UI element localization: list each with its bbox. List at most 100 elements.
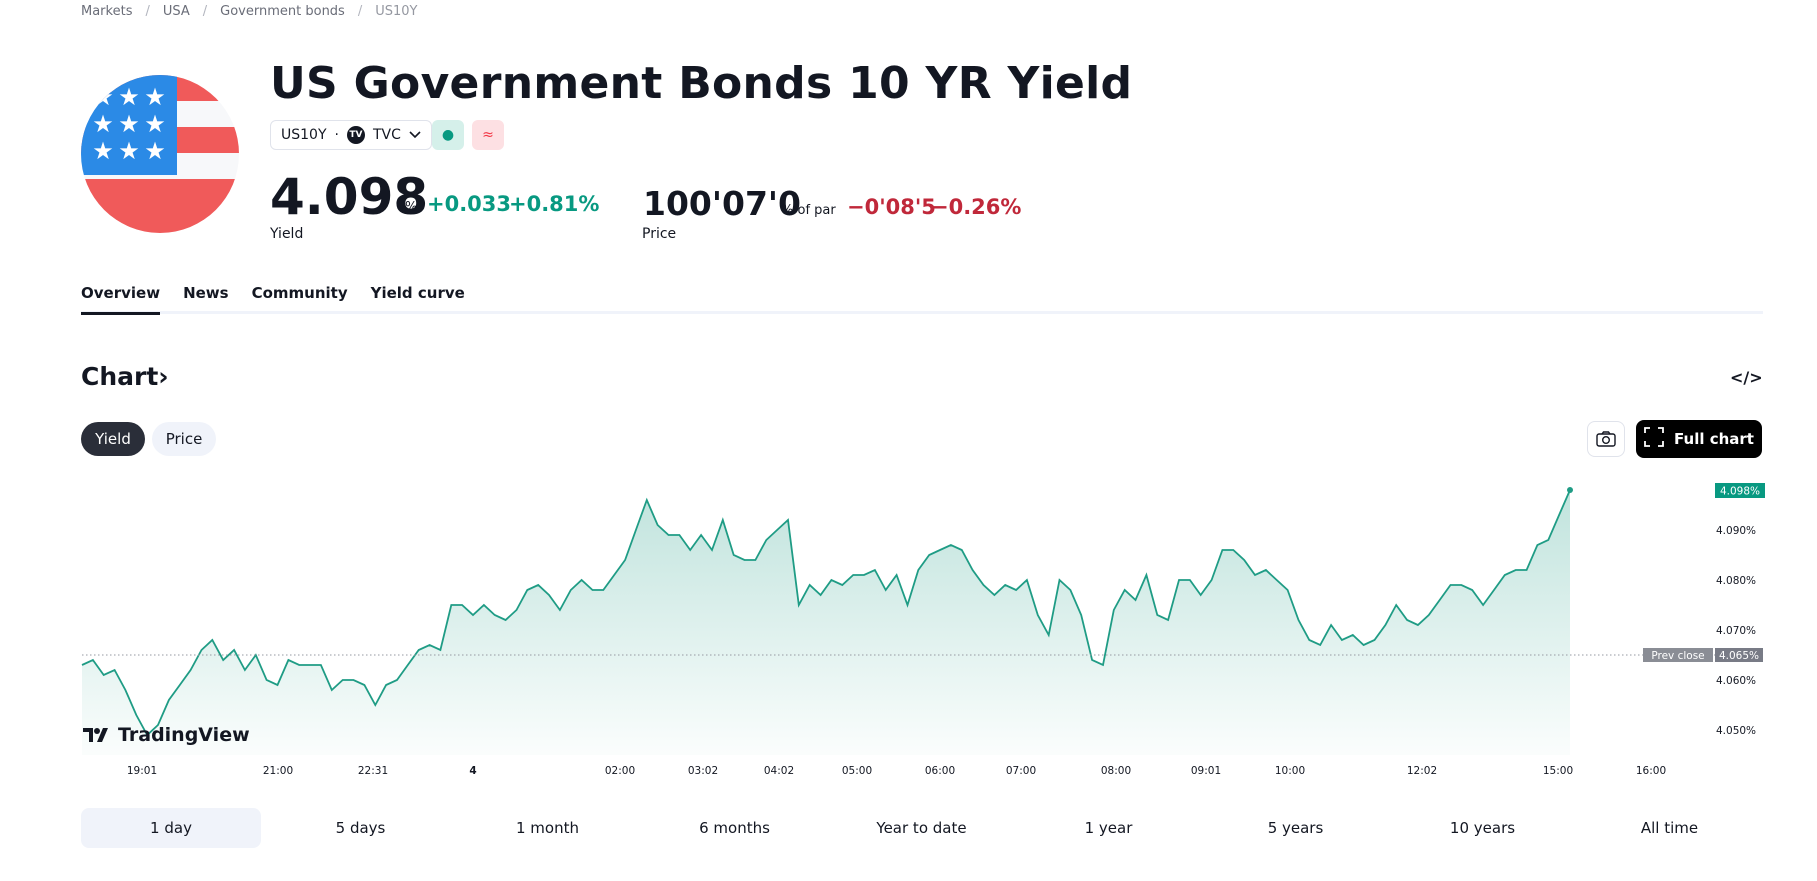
- breadcrumb-current: US10Y: [375, 4, 418, 19]
- prev-close-value: 4.065%: [1719, 650, 1759, 662]
- range-1-year[interactable]: 1 year: [1015, 808, 1202, 848]
- series-area: [82, 490, 1570, 755]
- price-value: 100'07'0: [643, 184, 801, 223]
- y-tick-label: 4.050%: [1716, 725, 1756, 737]
- yield-change: +0.033: [427, 192, 512, 216]
- price-label: Price: [642, 226, 677, 242]
- range-all-time[interactable]: All time: [1576, 808, 1763, 848]
- tab-bar: Overview News Community Yield curve: [81, 284, 465, 315]
- chart-section-title[interactable]: Chart›: [81, 362, 169, 391]
- x-tick-label: 19:01: [127, 765, 157, 777]
- y-tick-label: 4.090%: [1716, 525, 1756, 537]
- tradingview-brand: TradingView: [118, 724, 250, 746]
- tab-yield-curve[interactable]: Yield curve: [370, 284, 465, 302]
- x-tick-label: 03:02: [688, 765, 718, 777]
- exchange-name: TVC: [372, 127, 401, 143]
- x-tick-label: 04:02: [764, 765, 794, 777]
- tradingview-logo[interactable]: TradingView: [83, 724, 250, 746]
- svg-text:★: ★: [92, 110, 114, 138]
- time-range-selector: 1 day 5 days 1 month 6 months Year to da…: [81, 808, 1763, 848]
- breadcrumb-usa[interactable]: USA: [162, 4, 190, 19]
- range-1-day[interactable]: 1 day: [81, 808, 261, 848]
- x-tick-label: 21:00: [263, 765, 293, 777]
- tvc-logo-icon: TV: [346, 126, 365, 144]
- x-tick-label: 06:00: [925, 765, 955, 777]
- range-label: 1 month: [516, 819, 579, 837]
- svg-text:★: ★: [118, 110, 140, 138]
- yield-value: 4.098: [270, 168, 429, 226]
- dot-separator: ·: [334, 127, 339, 143]
- range-label: All time: [1640, 819, 1699, 837]
- range-label: 6 months: [699, 819, 770, 837]
- x-tick-label: 07:00: [1006, 765, 1036, 777]
- embed-code-icon[interactable]: </>: [1730, 368, 1763, 387]
- chart-title-text: Chart: [81, 362, 159, 391]
- price-unit: % of par: [781, 203, 836, 218]
- y-tick-label: 4.060%: [1716, 675, 1756, 687]
- range-10-years[interactable]: 10 years: [1389, 808, 1576, 848]
- svg-text:★: ★: [144, 110, 166, 138]
- breadcrumb: Markets / USA / Government bonds / US10Y: [81, 4, 417, 19]
- breadcrumb-separator: /: [145, 4, 150, 19]
- range-ytd[interactable]: Year to date: [828, 808, 1015, 848]
- svg-text:★: ★: [144, 83, 166, 111]
- x-tick-label: 09:01: [1191, 765, 1221, 777]
- yield-chart[interactable]: Prev close 4.065% 4.098% 4.090% 4.080% 4.070%…: [0, 470, 1817, 790]
- fullscreen-icon: [1644, 427, 1664, 451]
- range-1-month[interactable]: 1 month: [454, 808, 641, 848]
- camera-icon[interactable]: [1587, 421, 1625, 457]
- range-label: 5 days: [335, 819, 386, 837]
- tab-community[interactable]: Community: [251, 284, 348, 302]
- delayed-data-badge[interactable]: ≈: [472, 120, 504, 150]
- breadcrumb-markets[interactable]: Markets: [81, 4, 133, 19]
- svg-text:★: ★: [144, 137, 166, 165]
- chevron-down-icon: [409, 127, 421, 143]
- tab-news[interactable]: News: [183, 284, 229, 302]
- market-open-badge[interactable]: ●: [432, 120, 464, 150]
- x-tick-label: 08:00: [1101, 765, 1131, 777]
- x-tick-label: 05:00: [842, 765, 872, 777]
- chevron-right-icon: ›: [158, 362, 169, 391]
- tab-overview[interactable]: Overview: [81, 284, 161, 315]
- prev-close-value-bg: [1715, 648, 1763, 662]
- symbol-code: US10Y: [281, 127, 327, 143]
- x-tick-label: 12:02: [1407, 765, 1437, 777]
- breadcrumb-government-bonds[interactable]: Government bonds: [220, 4, 345, 19]
- yield-toggle-button[interactable]: Yield: [81, 422, 145, 456]
- svg-text:★: ★: [118, 137, 140, 165]
- range-label: 1 day: [150, 819, 192, 837]
- full-chart-button[interactable]: Full chart: [1636, 420, 1762, 458]
- page-title: US Government Bonds 10 YR Yield: [270, 58, 1133, 109]
- yield-change-percent: +0.81%: [509, 192, 600, 216]
- range-6-months[interactable]: 6 months: [641, 808, 828, 848]
- symbol-selector[interactable]: US10Y · TV TVC: [270, 120, 432, 150]
- tabs-divider: [81, 311, 1763, 314]
- prev-close-label-bg: [1643, 648, 1713, 662]
- yield-unit: %: [405, 200, 418, 215]
- y-tick-label: 4.080%: [1716, 575, 1756, 587]
- x-tick-label: 10:00: [1275, 765, 1305, 777]
- range-label: Year to date: [876, 819, 967, 837]
- series-line: [81, 489, 1571, 737]
- tradingview-logo-icon: [83, 728, 108, 742]
- range-5-days[interactable]: 5 days: [267, 808, 454, 848]
- us-flag-icon: ★ ★ ★ ★ ★ ★ ★ ★ ★: [81, 75, 239, 233]
- svg-text:★: ★: [92, 137, 114, 165]
- last-value-label: 4.098%: [1720, 486, 1760, 498]
- breadcrumb-separator: /: [202, 4, 208, 19]
- price-change: −0'08'5: [847, 195, 936, 219]
- range-label: 10 years: [1449, 819, 1516, 837]
- prev-close-label: Prev close: [1651, 650, 1704, 662]
- svg-text:★: ★: [92, 83, 114, 111]
- x-tick-label: 4: [469, 765, 476, 777]
- yield-label: Yield: [270, 226, 304, 242]
- price-change-percent: −0.26%: [931, 195, 1022, 219]
- x-tick-label: 22:31: [358, 765, 388, 777]
- range-5-years[interactable]: 5 years: [1202, 808, 1389, 848]
- price-toggle-button[interactable]: Price: [152, 422, 216, 456]
- data-point: [1567, 487, 1573, 493]
- svg-text:★: ★: [118, 83, 140, 111]
- y-tick-label: 4.070%: [1716, 625, 1756, 637]
- range-label: 1 year: [1084, 819, 1133, 837]
- range-label: 5 years: [1267, 819, 1324, 837]
